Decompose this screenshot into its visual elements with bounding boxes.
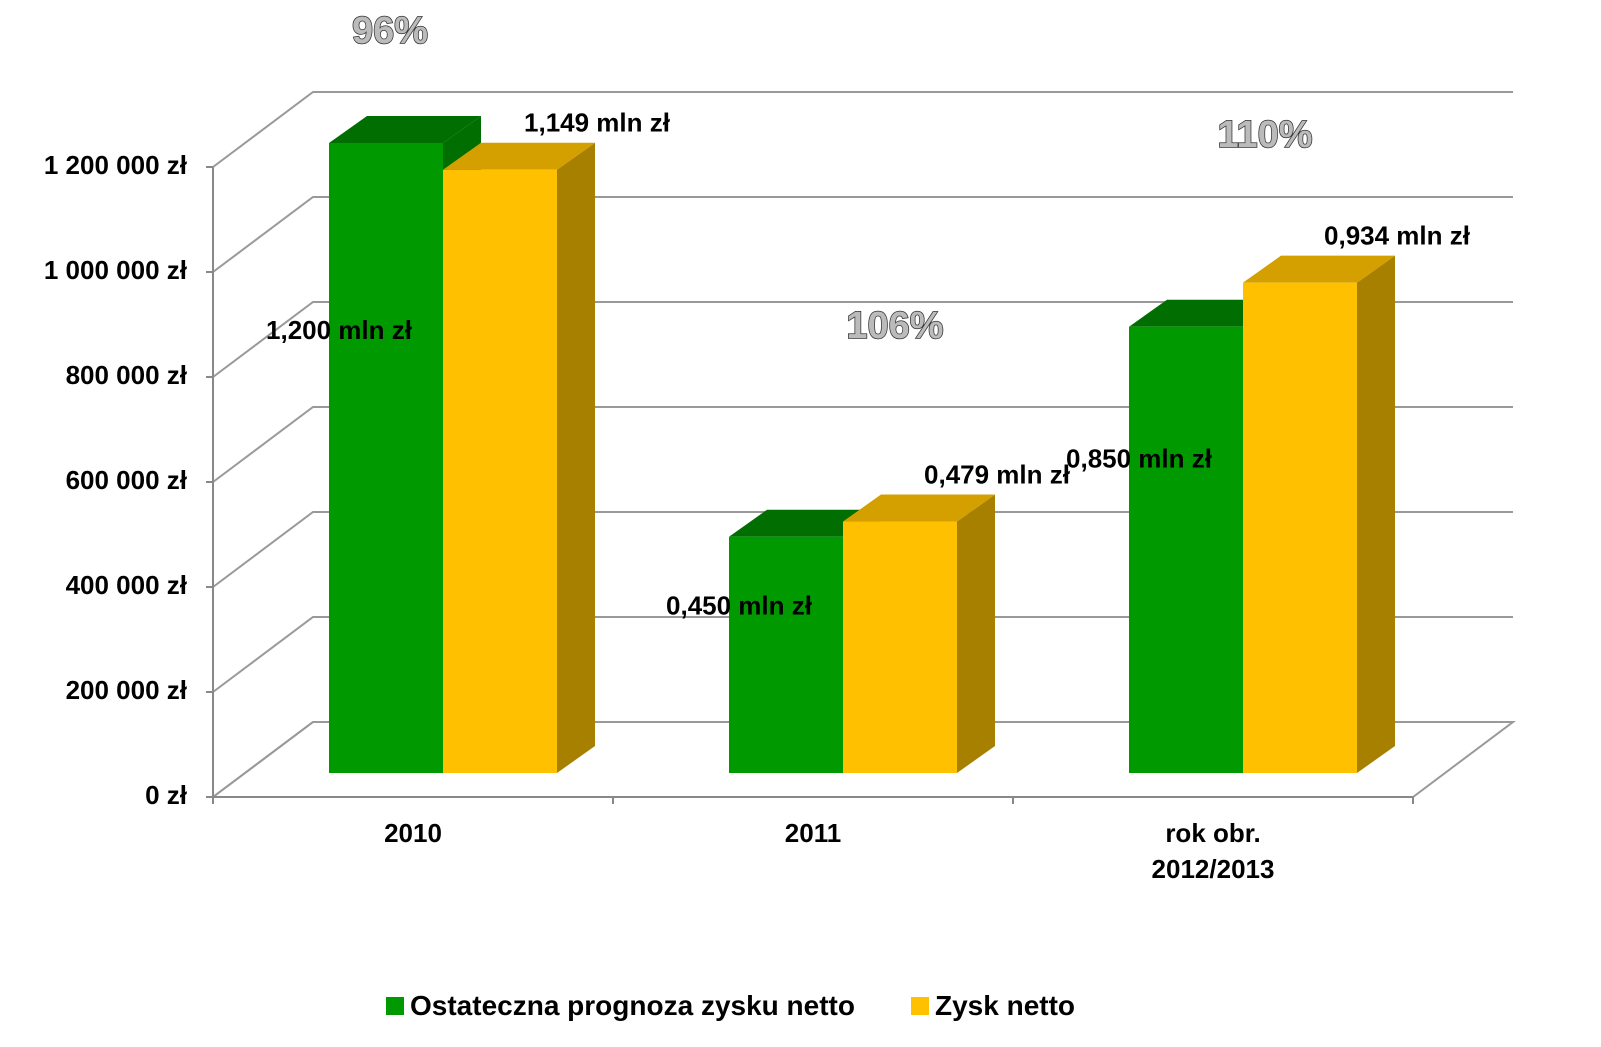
data-label: 0,479 mln zł — [924, 459, 1071, 489]
bar — [843, 494, 995, 773]
x-tick-label: rok obr. 2012/2013 — [1151, 818, 1275, 884]
bar-side — [557, 142, 595, 773]
y-tick-label: 1 000 000 zł — [44, 255, 188, 285]
bar-front — [843, 521, 957, 773]
data-label: 1,200 mln zł — [266, 315, 413, 345]
data-label: 0,934 mln zł — [1324, 221, 1471, 251]
legend-swatch — [911, 997, 929, 1015]
y-tick-label: 600 000 zł — [66, 465, 188, 495]
data-label: 1,149 mln zł — [524, 108, 671, 138]
legend-swatch — [386, 997, 404, 1015]
legend-item: Ostateczna prognoza zysku netto — [386, 990, 855, 1022]
grid-line — [212, 301, 1513, 378]
grid-line — [212, 511, 1513, 588]
y-tick-label: 800 000 zł — [66, 360, 188, 390]
bar-front — [729, 536, 843, 773]
annotation: 110% — [1217, 114, 1312, 156]
bar-front — [329, 143, 443, 773]
y-tick-label: 1 200 000 zł — [44, 150, 188, 180]
bar-top — [1243, 255, 1395, 283]
bar — [443, 142, 595, 773]
bar-top — [329, 116, 481, 143]
bar-front — [443, 169, 557, 773]
grid-line — [212, 721, 1513, 798]
legend-label: Ostateczna prognoza zysku netto — [410, 990, 855, 1021]
annotation: 106% — [846, 305, 943, 347]
bar-front — [1243, 282, 1357, 773]
grid-line — [212, 91, 1513, 168]
y-tick-label: 400 000 zł — [66, 570, 188, 600]
x-tick-label: 2010 — [384, 818, 442, 848]
bar-top — [443, 142, 595, 170]
bar-side — [957, 494, 995, 773]
grid-line — [212, 616, 1513, 693]
y-tick-label: 200 000 zł — [66, 675, 188, 705]
grid-line — [212, 196, 1513, 273]
bar-top — [843, 494, 995, 522]
bar-front — [1129, 326, 1243, 773]
legend-item: Zysk netto — [911, 990, 1075, 1022]
x-tick-label: 2011 — [784, 818, 842, 848]
bar — [1243, 255, 1395, 773]
y-tick-label: 0 zł — [145, 780, 188, 810]
grid-line — [212, 406, 1513, 483]
annotation: 96% — [352, 10, 428, 52]
data-label: 0,850 mln zł — [1066, 444, 1213, 474]
data-label: 0,450 mln zł — [666, 591, 813, 621]
bar-side — [1357, 255, 1395, 773]
legend-label: Zysk netto — [935, 990, 1076, 1021]
